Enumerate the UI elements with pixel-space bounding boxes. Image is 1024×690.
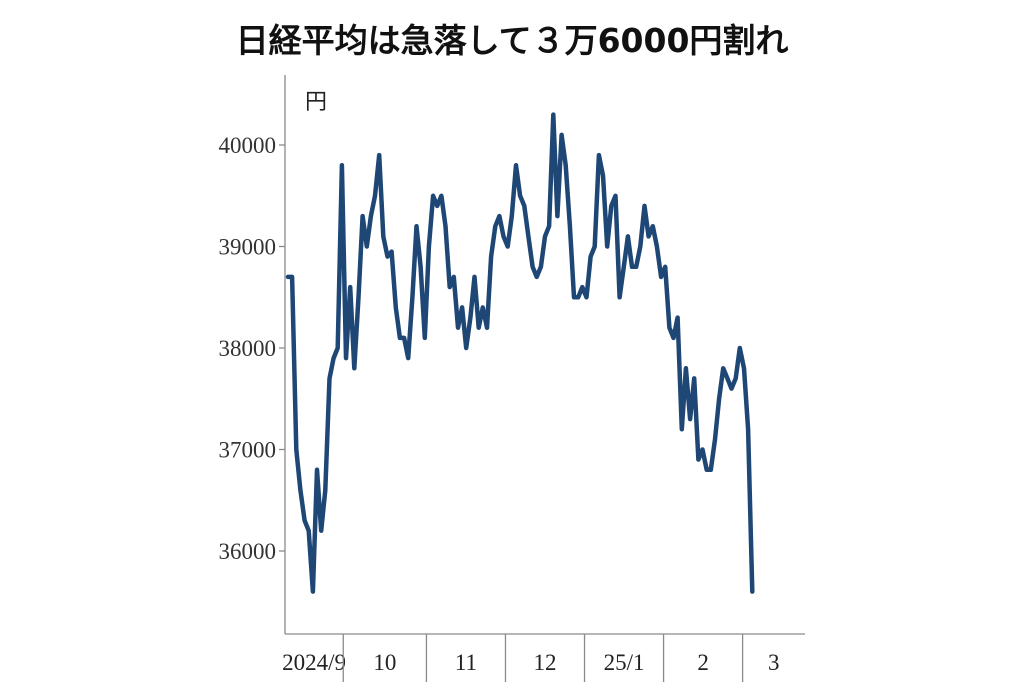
x-tick-label: 10: [373, 650, 396, 675]
x-tick-label: 11: [455, 650, 477, 675]
x-tick-label: 25/1: [604, 650, 645, 675]
y-axis-unit-label: 円: [305, 90, 327, 115]
x-tick-label: 2024/9: [282, 650, 346, 675]
y-tick-label: 38000: [219, 336, 277, 361]
series-line-nikkei: [285, 112, 755, 594]
y-tick-label: 37000: [219, 438, 277, 463]
x-axis-ticks: 2024/9 10 11 12 25/1 2 3: [282, 634, 780, 682]
x-tick-label: 12: [534, 650, 557, 675]
series-layer: [285, 112, 755, 594]
chart-title: 日経平均は急落して３万6000円割れ: [236, 21, 789, 60]
y-axis-ticks: 36000 37000 38000 39000 40000: [219, 133, 285, 564]
y-tick-label: 40000: [219, 133, 277, 158]
x-tick-label: 3: [768, 650, 780, 675]
y-tick-label: 36000: [219, 539, 277, 564]
y-tick-label: 39000: [219, 235, 277, 260]
x-tick-label: 2: [697, 650, 709, 675]
